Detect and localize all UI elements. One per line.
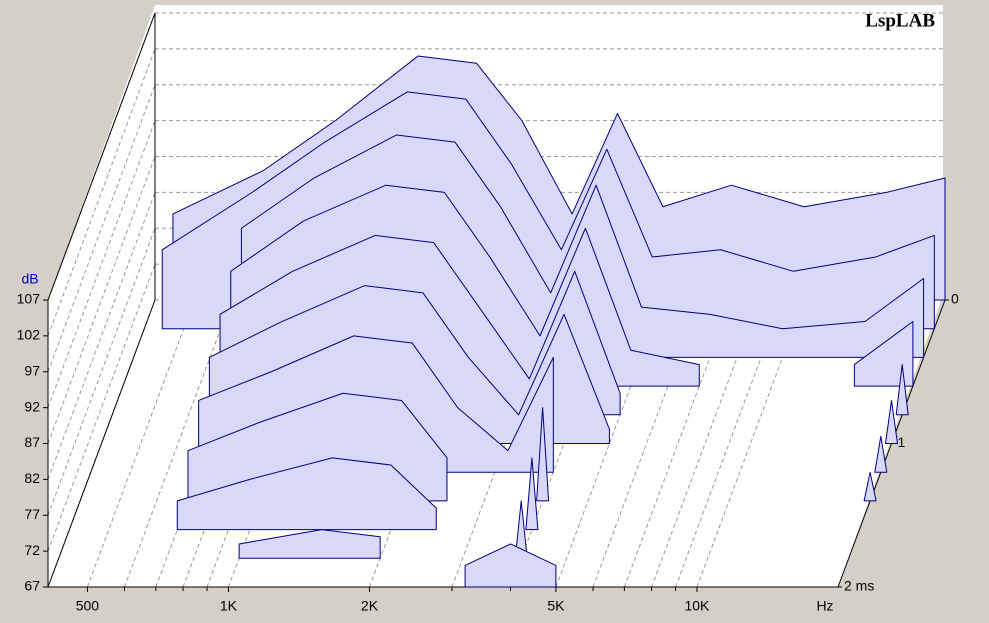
y-tick-label: 102 [17, 327, 41, 343]
slice [176, 457, 437, 531]
y-tick-label: 77 [24, 506, 40, 522]
grid-line [47, 228, 156, 516]
x-tick-label: 10K [684, 598, 710, 614]
slice [863, 471, 877, 502]
slice [464, 543, 557, 588]
y-tick-label: 87 [24, 434, 40, 450]
y-tick-label: 97 [24, 362, 40, 378]
y-tick-label: 107 [17, 291, 41, 307]
slice [853, 321, 914, 387]
slice [874, 435, 888, 473]
x-tick-label: 500 [76, 598, 100, 614]
brand: LspLAB [865, 10, 935, 31]
x-unit: Hz [816, 598, 833, 614]
grid-line [86, 299, 195, 588]
t-tick-label: 1 [898, 434, 906, 450]
slice [525, 457, 539, 531]
grid-line [124, 299, 232, 588]
grid-line [47, 84, 156, 372]
y-tick-label: 92 [24, 398, 40, 414]
y-tick-label: 67 [24, 578, 40, 594]
grid-line [47, 156, 156, 444]
grid-line [47, 192, 156, 480]
t-tick-label: 0 [951, 291, 959, 307]
grid-line [47, 48, 156, 337]
x-tick-label: 2K [361, 598, 379, 614]
slice [536, 407, 550, 502]
y-unit: dB [21, 271, 38, 287]
x-tick-label: 1K [220, 598, 238, 614]
y-tick-label: 82 [24, 470, 40, 486]
axis-line [47, 299, 156, 588]
t-tick-label: 2 ms [844, 578, 874, 594]
grid-line [47, 120, 156, 408]
y-tick-label: 72 [24, 542, 40, 558]
x-tick-label: 5K [547, 598, 565, 614]
axis-line [47, 12, 156, 301]
slice [895, 364, 909, 416]
grid-line [47, 263, 156, 552]
slice [885, 399, 898, 444]
slice [238, 529, 381, 559]
